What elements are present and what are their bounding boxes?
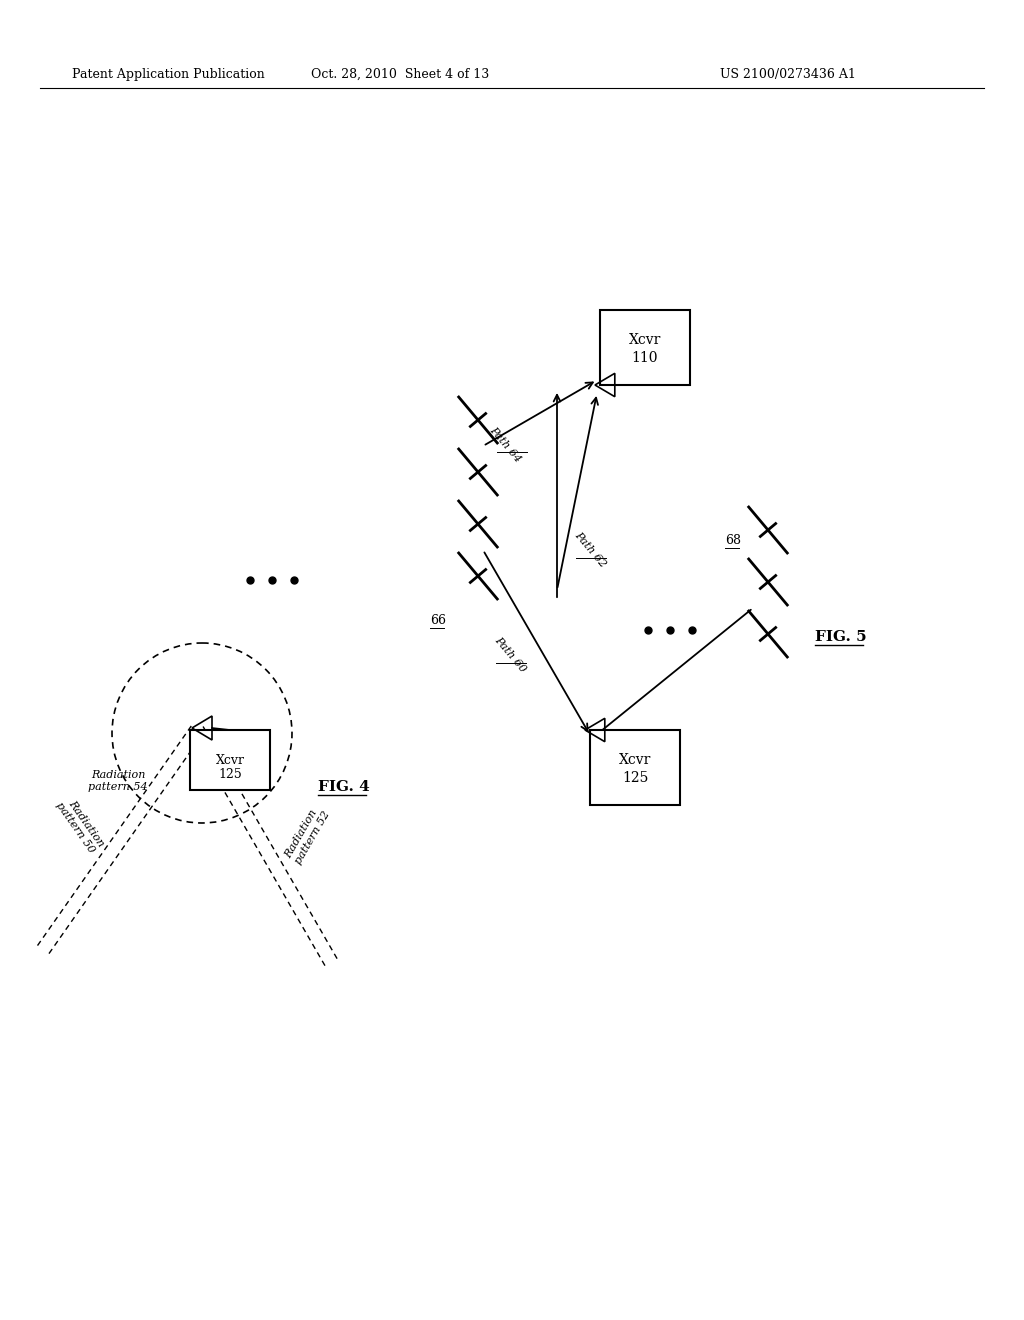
Text: FIG. 5: FIG. 5: [815, 630, 866, 644]
Text: Path 62: Path 62: [572, 531, 607, 570]
Text: Radiation
pattern 52: Radiation pattern 52: [284, 804, 332, 866]
Bar: [590, 730, 680, 805]
Text: Path 64: Path 64: [487, 425, 522, 465]
Text: 66: 66: [430, 614, 446, 627]
Text: 68: 68: [725, 533, 741, 546]
Text: Xcvr: Xcvr: [618, 752, 651, 767]
Text: 110: 110: [632, 351, 658, 364]
Bar: [600, 310, 690, 385]
Text: Path 60: Path 60: [493, 635, 527, 675]
Text: 125: 125: [218, 767, 242, 780]
Text: FIG. 4: FIG. 4: [318, 780, 370, 795]
Text: Oct. 28, 2010  Sheet 4 of 13: Oct. 28, 2010 Sheet 4 of 13: [311, 69, 489, 81]
Bar: [190, 730, 270, 789]
Text: US 2100/0273436 A1: US 2100/0273436 A1: [720, 69, 856, 81]
Text: 125: 125: [622, 771, 648, 784]
Text: Xcvr: Xcvr: [629, 333, 662, 346]
Text: Radiation
pattern 54: Radiation pattern 54: [88, 770, 147, 792]
Text: Patent Application Publication: Patent Application Publication: [72, 69, 265, 81]
Text: Xcvr: Xcvr: [215, 754, 245, 767]
Text: Radiation
pattern 50: Radiation pattern 50: [54, 795, 106, 855]
